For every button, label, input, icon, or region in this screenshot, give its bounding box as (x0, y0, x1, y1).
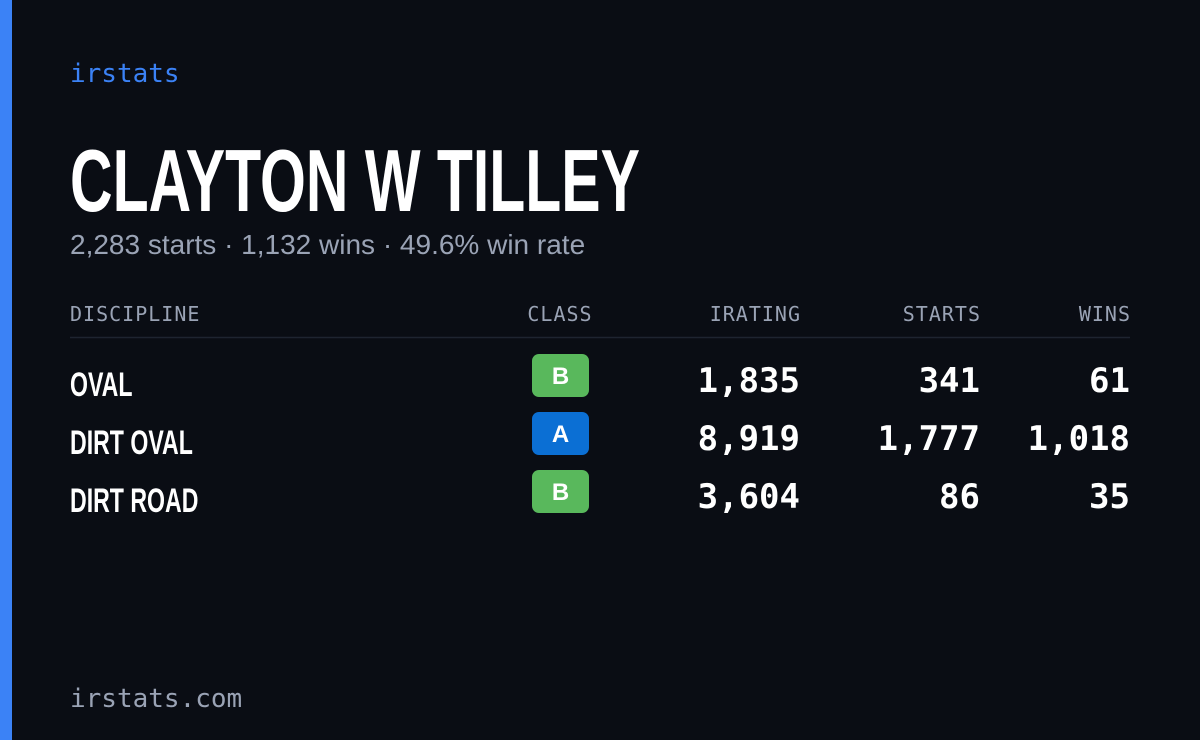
discipline: DIRT OVAL (70, 425, 193, 462)
column-header: CLASS (527, 302, 592, 326)
table-row: DIRT OVAL A 8,919 1,777 1,018 (70, 412, 1130, 462)
accent-bar (0, 0, 12, 740)
column-header: DISCIPLINE (70, 302, 200, 326)
starts: 86 (939, 477, 980, 517)
class-letter: B (552, 479, 569, 506)
discipline-cell: DIRT ROAD (70, 483, 198, 520)
column-header: WINS (1079, 302, 1131, 326)
class-badge (532, 412, 589, 455)
brand: irstats (70, 59, 180, 89)
column-header: STARTS (903, 302, 981, 326)
class-letter: B (552, 363, 569, 390)
wins: 35 (1089, 477, 1130, 517)
irating: 3,604 (698, 477, 800, 517)
table-row: OVAL B 1,835 341 61 (70, 354, 1130, 404)
class-letter: A (552, 421, 569, 448)
discipline-cell: DIRT OVAL (70, 425, 193, 462)
table-row: DIRT ROAD B 3,604 86 35 (70, 470, 1130, 520)
starts: 1,777 (878, 419, 980, 459)
class-badge (532, 354, 589, 397)
discipline-cell: OVAL (70, 367, 132, 404)
starts: 341 (919, 361, 980, 401)
irating: 8,919 (698, 419, 800, 459)
class-badge (532, 470, 589, 513)
discipline: OVAL (70, 367, 132, 404)
irating: 1,835 (698, 361, 800, 401)
footer: irstats.com (70, 684, 242, 714)
wins: 1,018 (1028, 419, 1130, 459)
discipline: DIRT ROAD (70, 483, 198, 520)
wins: 61 (1089, 361, 1130, 401)
subtitle: 2,283 starts · 1,132 wins · 49.6% win ra… (70, 229, 585, 260)
title: CLAYTON W TILLEY (70, 131, 640, 230)
column-header: IRATING (710, 302, 801, 326)
table: DISCIPLINE CLASS IRATING STARTS WINS OVAL B 1,8… (70, 302, 1131, 520)
